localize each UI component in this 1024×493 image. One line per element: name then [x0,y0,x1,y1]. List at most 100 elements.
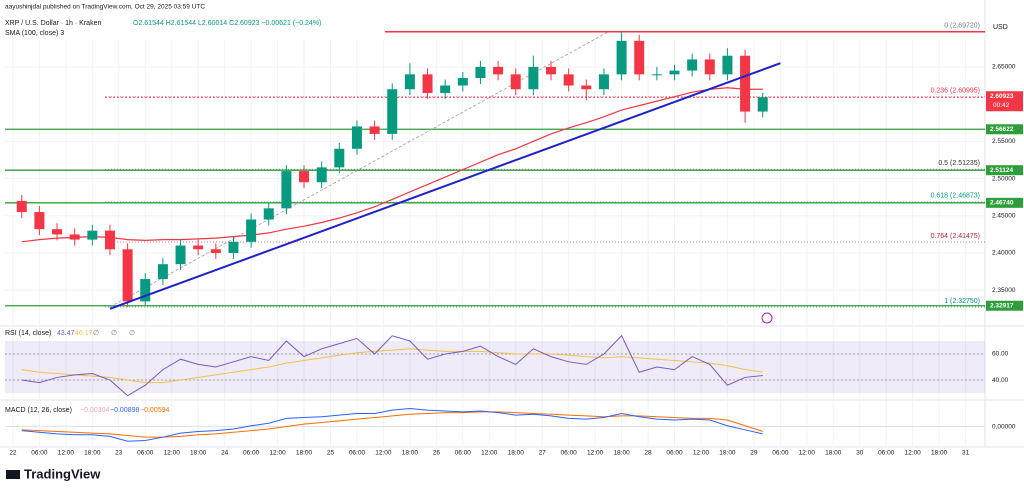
x-tick-label: 24 [221,450,229,457]
x-tick-label: 18:00 [508,450,525,457]
x-tick-label: 06:00 [349,450,366,457]
candle-body [669,70,680,75]
x-tick-label: 06:00 [561,450,578,457]
y-tick-label: 2.40000 [992,250,1016,257]
candle-body [687,59,698,71]
x-tick-label: 12:00 [164,450,181,457]
level-tag [986,300,1023,311]
candle-body [87,230,98,240]
x-tick-label: 25 [327,450,335,457]
level-tag [986,197,1023,208]
x-tick-label: 29 [750,450,758,457]
x-tick-label: 23 [115,450,123,457]
macd-tick-label: 0.00000 [992,423,1016,430]
x-tick-label: 18:00 [931,450,948,457]
candle-body [34,212,45,230]
publisher: aayushinjdal published on TradingView.co… [5,4,205,11]
level-label: 2.32917 [990,302,1014,309]
candle-body [104,230,115,250]
macd-readout: −0.00898 [110,407,139,414]
fib-label: 1 (2.32750) [944,298,980,305]
symbol: XRP / U.S. Dollar · 1h · Kraken [5,20,101,27]
event-icon[interactable] [761,312,773,324]
x-tick-label: 27 [539,450,547,457]
candle-body [246,219,257,242]
candle-body [404,74,415,90]
candle-body [757,97,768,112]
x-tick-label: 18:00 [296,450,313,457]
candle-body [299,171,310,183]
fib-label: 0 (2.69720) [944,23,980,30]
x-tick-label: 06:00 [137,450,154,457]
candle-body [16,200,27,213]
y-tick-label: 2.65000 [992,64,1016,71]
rsi-line [21,334,763,397]
candle-body [193,245,204,250]
level-label: 2.46740 [990,200,1014,207]
candle-body [281,171,292,209]
macd-signal-line [21,411,763,438]
ohlc: O2.61544 H2.61544 L2.60014 C2.60923 −0.0… [133,20,321,27]
sma-line [21,87,763,243]
x-tick-label: 06:00 [878,450,895,457]
candle-body [598,74,609,90]
rsi-readout: ∅ [111,330,117,337]
candle-body [651,74,662,76]
rsi-readout: 43.47 [57,330,75,337]
candle-body [387,89,398,134]
candle-body [493,66,504,75]
logo: TradingView [6,466,101,481]
macd-readout: −0.00304 [80,407,109,414]
y-tick-label: 2.55000 [992,138,1016,145]
x-tick-label: 12:00 [693,450,710,457]
x-tick-label: 06:00 [772,450,789,457]
fib-label: 0.618 (2.46873) [931,193,980,200]
y-tick-label: 2.50000 [992,175,1016,182]
x-tick-label: 06:00 [243,450,260,457]
rsi-readout: 46.17 [75,330,93,337]
macd-line [21,408,763,442]
x-tick-label: 30 [856,450,864,457]
x-tick-label: 12:00 [58,450,75,457]
candle-body [634,40,645,75]
candle-body [740,55,751,112]
rsi-label: RSI (14, close) [5,330,51,337]
x-tick-label: 31 [962,450,970,457]
candle-body [334,148,345,168]
candle-body [422,74,433,93]
brand: TradingView [24,466,101,481]
x-tick-label: 18:00 [825,450,842,457]
level-tag [986,165,1023,176]
fib-label: 0.5 (2.51235) [938,160,980,167]
candle-body [122,249,133,302]
x-tick-label: 22 [9,450,17,457]
fib-label: 0.236 (2.60995) [931,88,980,95]
x-tick-label: 18:00 [190,450,207,457]
candle-body [563,74,574,86]
y-tick-label: 2.45000 [992,213,1016,220]
candle-body [175,245,186,265]
candle-body [351,126,362,149]
level-label: 2.56622 [990,126,1014,133]
rsi-ma-line [21,348,763,384]
candle-body [140,279,151,302]
candle-body [440,85,451,93]
sma-label: SMA (100, close) 3 [5,30,64,37]
candle-body [581,85,592,90]
y-tick-label: 2.35000 [992,287,1016,294]
countdown: 00:42 [993,102,1010,109]
x-tick-label: 12:00 [375,450,392,457]
rsi-readout: ∅ [93,330,99,337]
rsi-readout: ∅ [129,330,135,337]
candle-body [510,74,521,90]
level-tag [986,124,1023,135]
x-tick-label: 18:00 [613,450,630,457]
candle-body [228,241,239,254]
x-tick-label: 12:00 [905,450,922,457]
last-price-tag [986,91,1023,112]
rsi-tick-label: 40.00 [992,377,1009,384]
x-tick-label: 12:00 [481,450,498,457]
candle-body [616,40,627,75]
